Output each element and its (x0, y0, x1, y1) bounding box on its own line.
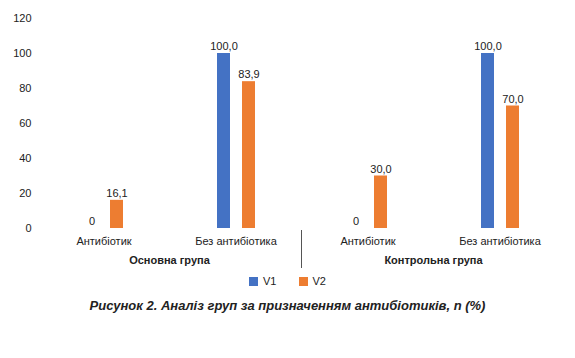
html-text:Рисунок 2. Аналіз груп за приз: Рисунок 2. Аналіз груп за призначенням а… (89, 298, 486, 313)
svg-text:70,0: 70,0 (502, 93, 523, 105)
svg-text:16,1: 16,1 (106, 187, 127, 199)
svg-text:Основна група: Основна група (129, 254, 211, 266)
svg-text:100,0: 100,0 (474, 40, 502, 52)
svg-text:20: 20 (19, 187, 31, 199)
svg-text:40: 40 (19, 152, 31, 164)
svg-text:80: 80 (19, 82, 31, 94)
svg-text:120: 120 (13, 12, 31, 24)
svg-text:60: 60 (19, 117, 31, 129)
svg-text:83,9: 83,9 (238, 68, 259, 80)
svg-text:Антибіотик: Антибіотик (76, 235, 131, 247)
svg-text:30,0: 30,0 (370, 163, 391, 175)
svg-text:0: 0 (89, 215, 95, 227)
html-text:V2: V2 (312, 275, 326, 287)
svg-text:0: 0 (25, 222, 31, 234)
svg-text:100: 100 (13, 47, 31, 59)
svg-text:Антибіотик: Антибіотик (340, 235, 395, 247)
svg-text:Контрольна група: Контрольна група (384, 254, 483, 266)
svg-text:Без антибіотика: Без антибіотика (459, 235, 541, 247)
svg-text:0: 0 (353, 215, 359, 227)
svg-text:100,0: 100,0 (210, 40, 238, 52)
html-text:V1: V1 (263, 275, 277, 287)
svg-text:Без антибіотика: Без антибіотика (195, 235, 277, 247)
